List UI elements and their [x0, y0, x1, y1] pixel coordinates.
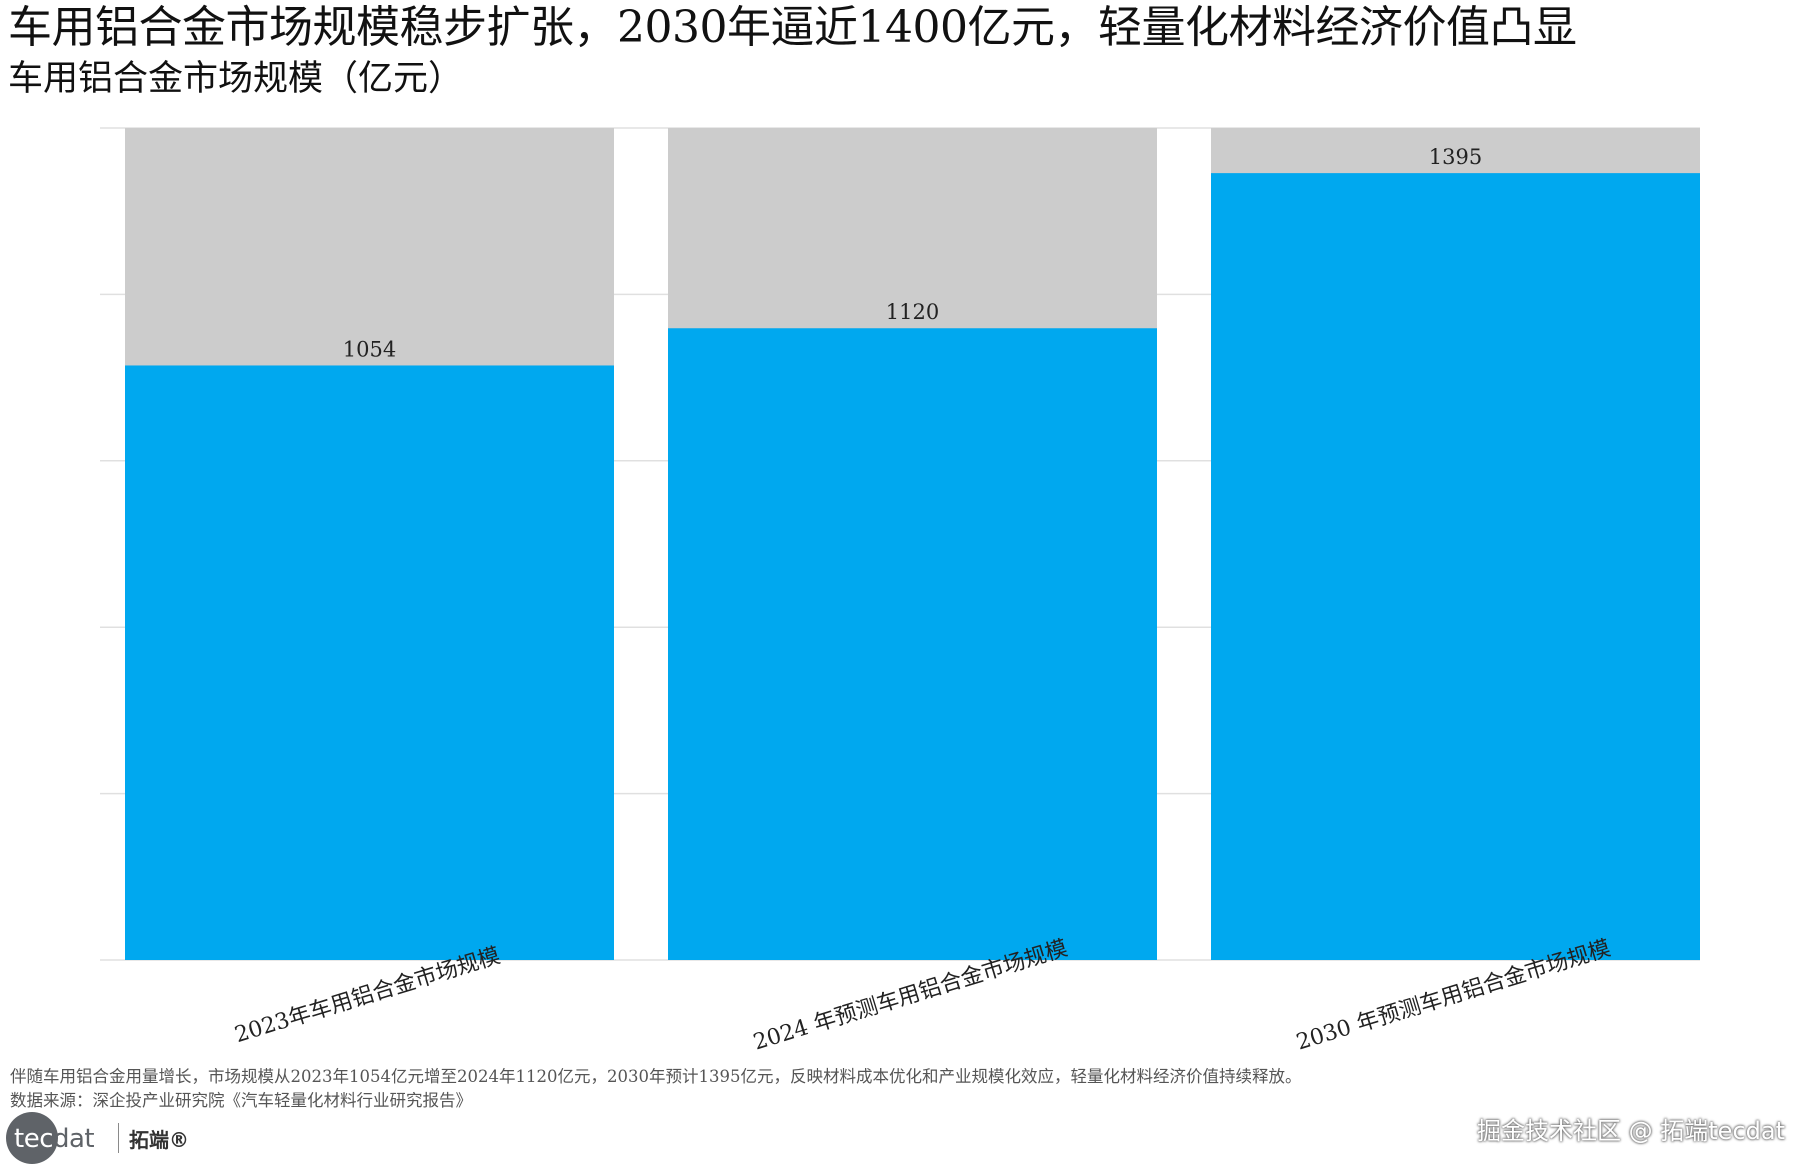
- bar: [125, 365, 614, 960]
- chart-subtitle: 车用铝合金市场规模（亿元）: [8, 59, 464, 99]
- watermark: 掘金技术社区 @ 拓端tecdat: [1477, 1117, 1785, 1145]
- logo-separator: [118, 1123, 119, 1153]
- data-source: 数据来源：深企投产业研究院《汽车轻量化材料行业研究报告》: [10, 1091, 472, 1110]
- logo-mark: tecdat: [6, 1112, 95, 1164]
- tecdat-logo: tecdat 拓端®: [6, 1112, 189, 1164]
- chart-title: 车用铝合金市场规模稳步扩张，2030年逼近1400亿元，轻量化材料经济价值凸显: [8, 2, 1577, 53]
- data-label: 1395: [1429, 145, 1482, 169]
- bar: [1211, 173, 1700, 960]
- bar: [668, 328, 1157, 960]
- data-label: 1054: [343, 337, 396, 361]
- logo-mark-text: tecdat: [14, 1124, 95, 1154]
- data-label: 1120: [886, 300, 939, 324]
- logo-brand-text: 拓端®: [129, 1127, 189, 1152]
- chart-caption: 伴随车用铝合金用量增长，市场规模从2023年1054亿元增至2024年1120亿…: [10, 1067, 1302, 1086]
